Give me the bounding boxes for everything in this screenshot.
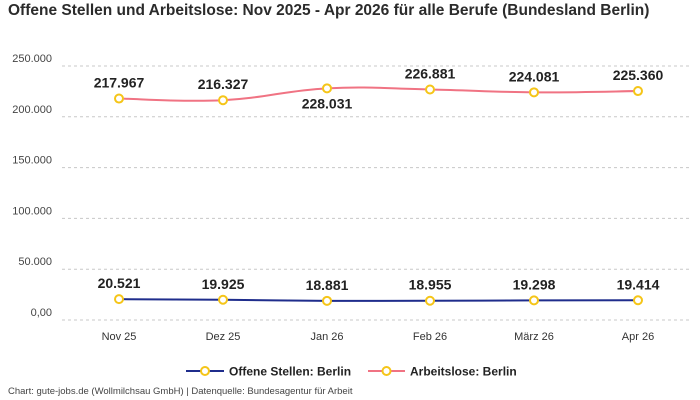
series-lines [118, 86, 639, 302]
x-tick-label: Apr 26 [622, 331, 654, 343]
y-tick-label: 0,00 [31, 307, 52, 319]
data-point[interactable] [322, 295, 332, 306]
data-point[interactable] [114, 294, 124, 305]
data-label: 18.881 [306, 277, 349, 293]
legend-item-arbeitslose[interactable]: Arbeitslose: Berlin [368, 365, 517, 379]
data-label: 20.521 [98, 275, 141, 291]
data-point[interactable] [425, 84, 435, 95]
data-label: 224.081 [509, 68, 560, 84]
legend-item-offene-stellen[interactable]: Offene Stellen: Berlin [186, 365, 351, 379]
data-label: 18.955 [409, 277, 452, 293]
x-tick-label: Jan 26 [310, 331, 343, 343]
data-label: 19.298 [513, 276, 556, 292]
x-tick-label: Feb 26 [413, 331, 447, 343]
x-tick-label: März 26 [514, 331, 554, 343]
y-tick-label: 100.000 [12, 205, 52, 217]
legend[interactable]: Offene Stellen: Berlin Arbeitslose: Berli… [186, 365, 517, 379]
data-point[interactable] [425, 295, 435, 306]
y-tick-label: 250.000 [12, 53, 52, 65]
data-point[interactable] [529, 87, 539, 98]
data-point[interactable] [218, 294, 228, 305]
y-tick-label: 200.000 [12, 104, 52, 116]
data-label: 216.327 [198, 76, 249, 92]
data-point[interactable] [633, 86, 643, 97]
data-point[interactable] [633, 295, 643, 306]
legend-swatch-marker [200, 366, 210, 376]
legend-label: Offene Stellen: Berlin [229, 365, 351, 379]
data-point[interactable] [322, 83, 332, 94]
legend-swatch-marker [381, 366, 392, 376]
data-label: 19.925 [202, 276, 245, 292]
x-axis-ticks: Nov 25 Dez 25 Jan 26 Feb 26 März 26 Apr 26 [102, 331, 655, 343]
data-markers [114, 83, 643, 306]
y-axis-ticks: 0,00 50.000 100.000 150.000 200.000 250.000 [12, 53, 52, 319]
x-tick-label: Dez 25 [206, 331, 241, 343]
data-point[interactable] [218, 95, 228, 106]
y-tick-label: 50.000 [18, 256, 52, 268]
y-tick-label: 150.000 [12, 155, 52, 167]
series-line-arbeitslose [118, 86, 639, 102]
series-line-offene-stellen [118, 298, 639, 302]
data-point[interactable] [114, 93, 124, 104]
data-label: 217.967 [94, 75, 145, 91]
data-label: 225.360 [613, 67, 664, 83]
data-label: 19.414 [617, 276, 660, 292]
chart-title: Offene Stellen und Arbeitslose: Nov 2025… [8, 2, 650, 19]
chart-footer: Chart: gute-jobs.de (Wollmilchsau GmbH) … [8, 386, 353, 397]
x-tick-label: Nov 25 [102, 331, 137, 343]
data-point[interactable] [529, 295, 539, 306]
legend-label: Arbeitslose: Berlin [410, 365, 517, 379]
data-label: 226.881 [405, 65, 456, 81]
data-labels: 20.521 19.925 18.881 18.955 19.298 19.414 217.… [94, 65, 664, 292]
data-label: 228.031 [302, 95, 353, 111]
gridlines [62, 65, 690, 321]
